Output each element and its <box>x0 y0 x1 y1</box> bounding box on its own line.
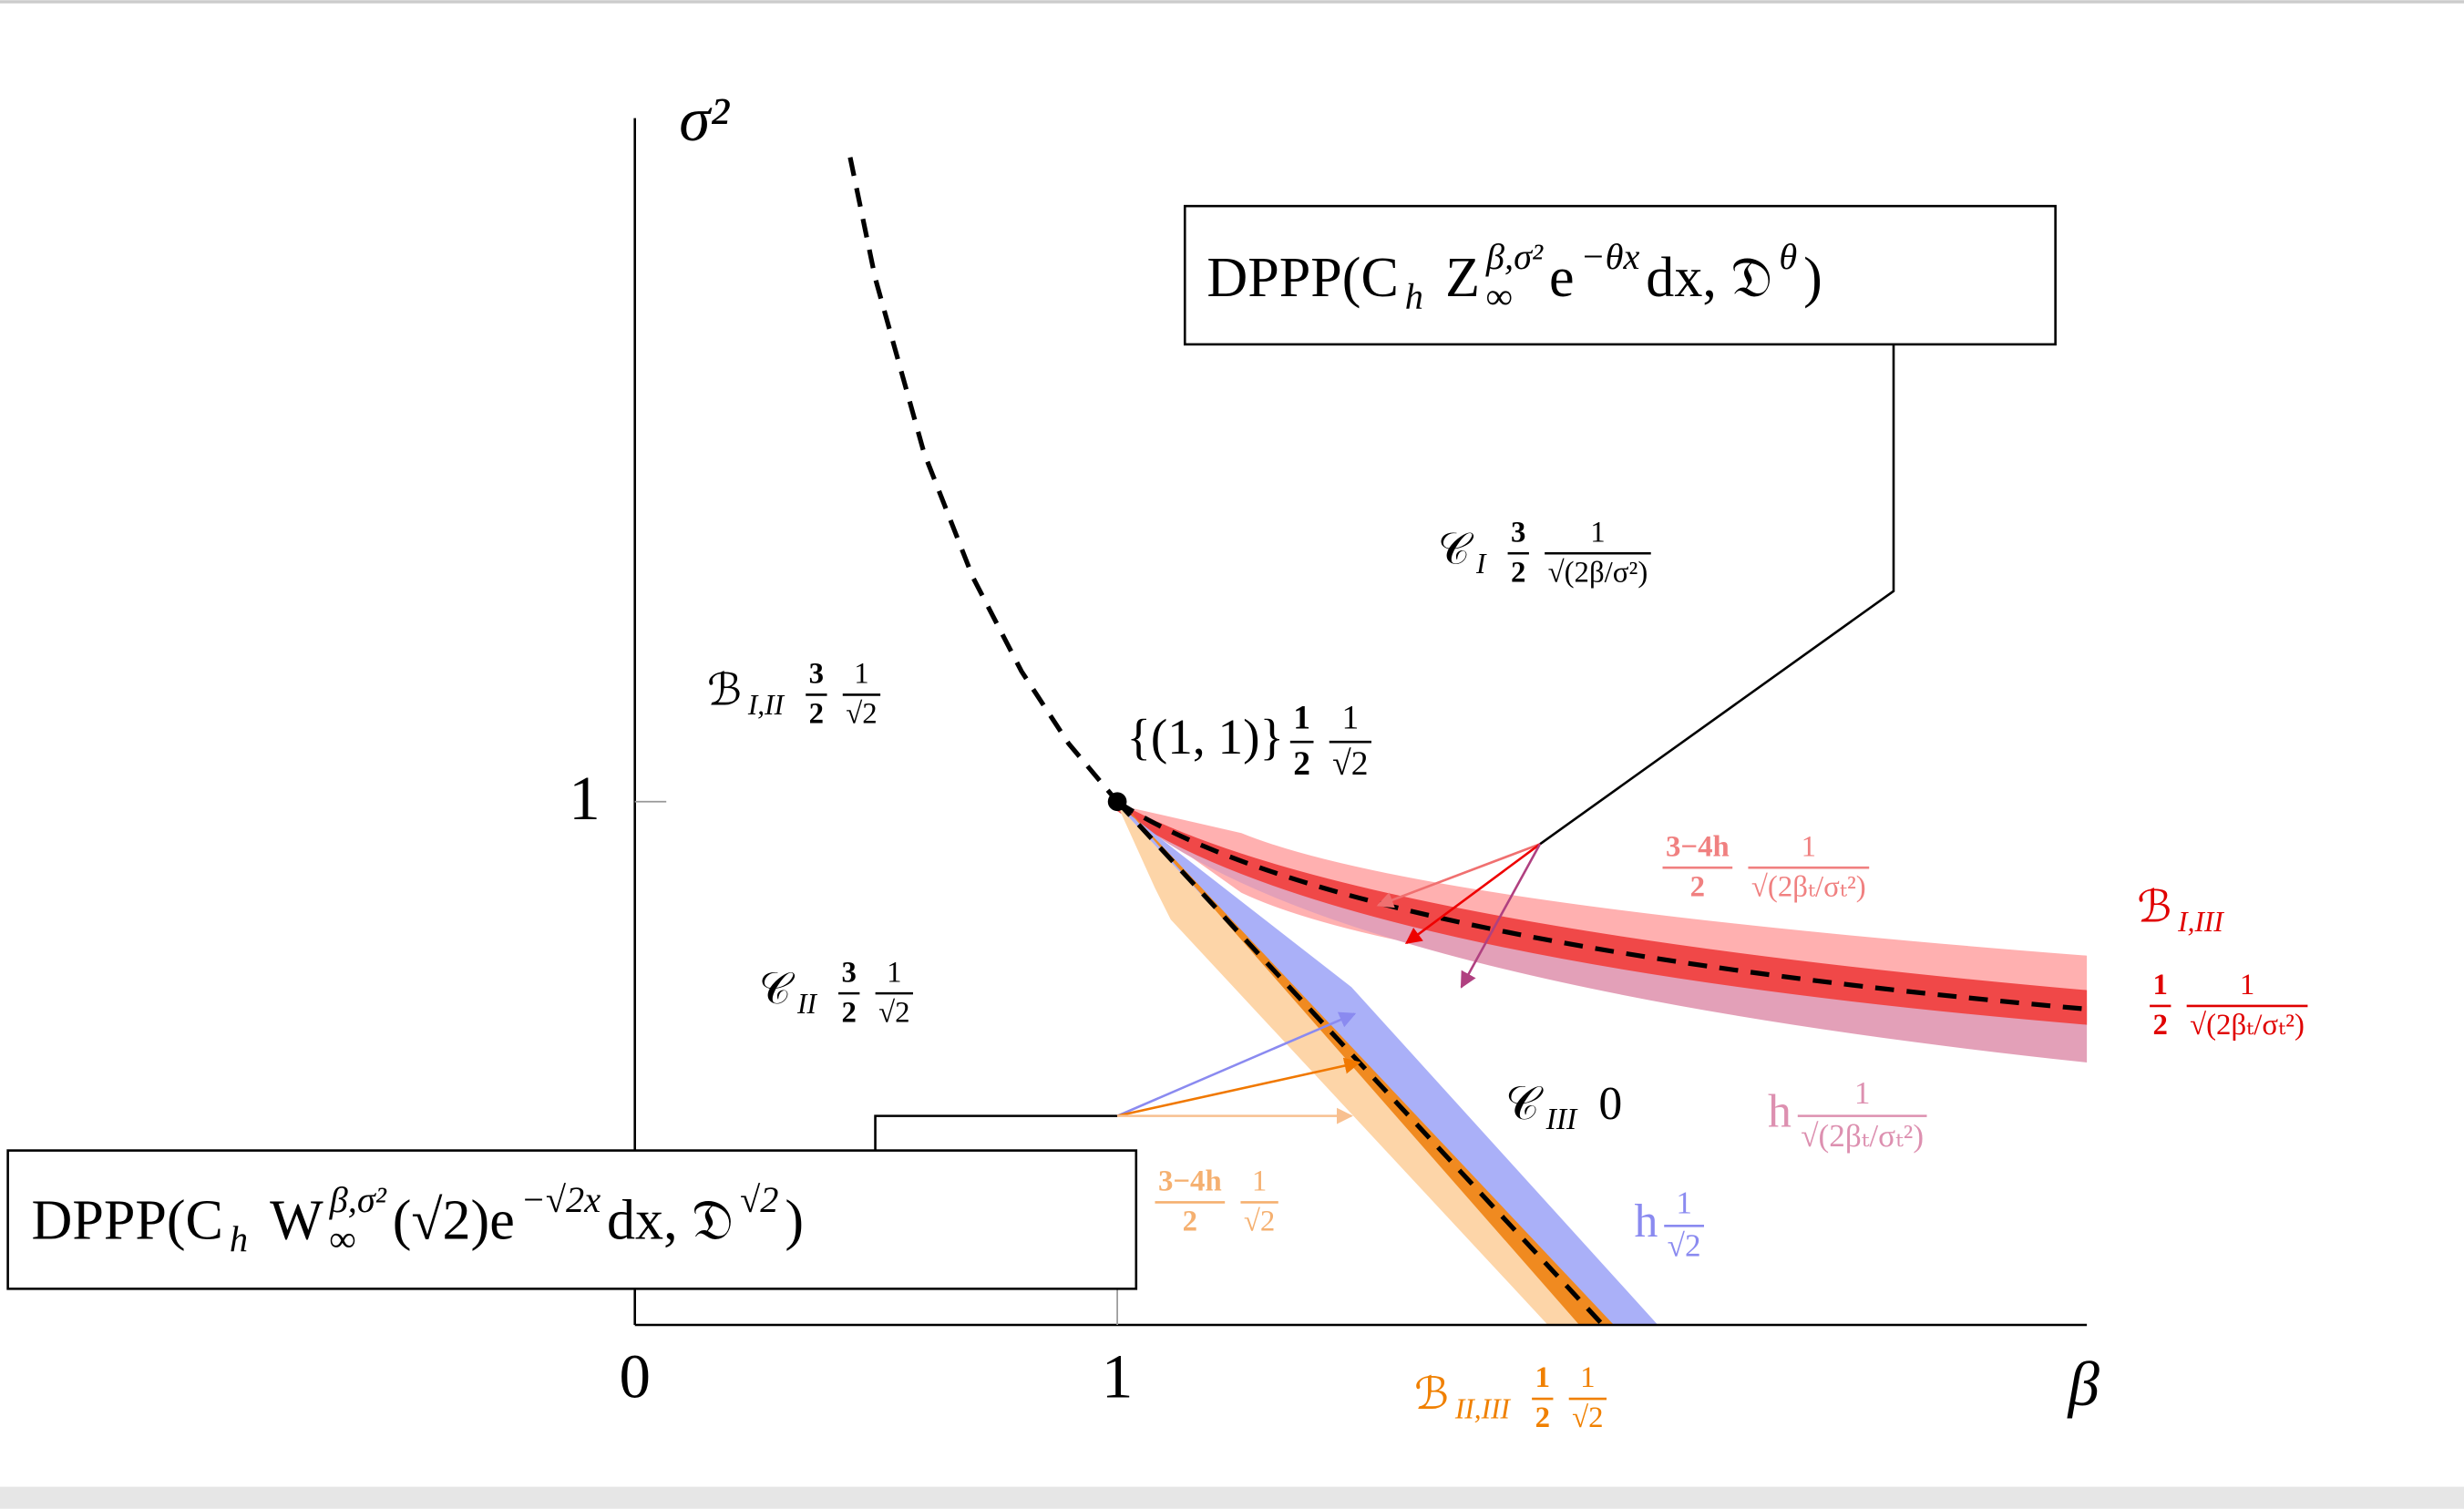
subscript: I <box>1475 548 1487 580</box>
numerator: 3 <box>1511 516 1525 549</box>
denominator: √2 <box>1332 745 1368 783</box>
label-text: DPPP(C <box>31 1190 222 1252</box>
denominator: 2 <box>809 698 824 731</box>
band-core <box>1117 801 2088 1025</box>
denominator: 2 <box>1690 870 1705 903</box>
label-text: 𝒞 <box>1505 1078 1545 1130</box>
denominator: 2 <box>842 996 857 1029</box>
top-border <box>0 0 2464 4</box>
label-text: (√2)e <box>393 1190 515 1252</box>
superscript: √2 <box>740 1179 778 1220</box>
label-text: W <box>270 1190 323 1252</box>
arrow <box>1376 843 1541 908</box>
superscript: β,σ² <box>1485 236 1544 277</box>
denominator: √2 <box>1244 1206 1275 1238</box>
numerator: 1 <box>1676 1186 1692 1221</box>
x-tick-label: 0 <box>619 1342 650 1411</box>
numerator: 1 <box>1252 1165 1267 1198</box>
arrow <box>1460 843 1542 989</box>
subscript: I,III <box>2177 906 2224 938</box>
superscript: −√2x <box>521 1179 601 1220</box>
denominator: √2 <box>878 996 909 1029</box>
formula-box <box>1183 204 2057 346</box>
denominator: √2 <box>1668 1228 1701 1264</box>
label-text: ℬ <box>2137 884 2171 932</box>
arrow <box>1404 843 1541 945</box>
subscript: ∞ <box>330 1218 356 1259</box>
numerator: 3−4h <box>1666 830 1730 863</box>
numerator: 1 <box>887 956 901 989</box>
boundary-curve <box>847 157 1120 804</box>
subscript: h <box>1405 276 1423 317</box>
label-text: ℬ <box>707 667 742 715</box>
numerator: 1 <box>1341 700 1359 737</box>
subscript: h <box>230 1218 248 1259</box>
numerator: 1 <box>1802 830 1816 863</box>
label-text: 𝒞 <box>759 965 795 1013</box>
formula-box <box>6 1149 1138 1290</box>
denominator: √(2β/σ²) <box>1548 556 1648 589</box>
arrow <box>1116 1057 1361 1117</box>
numerator: 1 <box>2153 969 2168 1001</box>
band-blue <box>1117 805 1658 1325</box>
numerator: 3 <box>842 956 857 989</box>
subscript: III <box>1545 1103 1578 1136</box>
x-axis-label: β <box>2066 1350 2100 1419</box>
denominator: √(2βₜ/σₜ²) <box>2190 1009 2305 1042</box>
numerator: 1 <box>2240 969 2254 1001</box>
label-text: 𝒞 <box>1438 525 1473 573</box>
superscript: θ <box>1779 236 1797 277</box>
label-text: dx, 𝔇 <box>607 1190 734 1252</box>
label-text: h <box>1634 1196 1658 1247</box>
connector <box>1539 344 1895 846</box>
label-text: Z <box>1445 247 1480 309</box>
numerator: 1 <box>1854 1075 1871 1111</box>
label-text: DPPP(C <box>1206 247 1398 309</box>
label-text: e <box>1549 247 1575 309</box>
subscript: ∞ <box>1486 276 1513 317</box>
label-text: ) <box>785 1190 804 1252</box>
denominator: 2 <box>1183 1206 1197 1238</box>
bottom-bar <box>0 1486 2464 1509</box>
denominator: 2 <box>2153 1009 2168 1042</box>
superscript: −θx <box>1580 236 1639 277</box>
label-text: 0 <box>1598 1078 1622 1130</box>
boundary-curve <box>1115 799 2088 1011</box>
numerator: 3−4h <box>1158 1165 1222 1198</box>
arrow <box>1116 1011 1357 1117</box>
denominator: 2 <box>1511 556 1525 589</box>
denominator: 2 <box>1535 1401 1550 1434</box>
subscript: II,III <box>1454 1393 1512 1425</box>
subscript: I,II <box>747 689 785 721</box>
subscript: II <box>796 988 817 1020</box>
numerator: 1 <box>1535 1361 1550 1394</box>
label-text: dx, 𝔇 <box>1646 247 1772 309</box>
y-tick-label: 1 <box>569 764 600 833</box>
label-text: {(1, 1)} <box>1126 709 1283 765</box>
numerator: 1 <box>1580 1361 1595 1394</box>
numerator: 3 <box>809 658 824 691</box>
numerator: 1 <box>1293 700 1310 737</box>
numerator: 1 <box>1590 516 1605 549</box>
critical-point <box>1107 792 1127 812</box>
label-text: h <box>1768 1086 1792 1138</box>
label-text: ℬ <box>1414 1370 1449 1419</box>
y-axis-label: σ² <box>679 85 730 154</box>
x-tick-label: 1 <box>1102 1342 1133 1411</box>
denominator: √(2βₜ/σₜ²) <box>1801 1118 1924 1154</box>
label-text: ) <box>1803 247 1822 309</box>
connector <box>874 1114 1118 1151</box>
denominator: √2 <box>1572 1401 1603 1434</box>
superscript: β,σ² <box>329 1179 387 1220</box>
denominator: √2 <box>846 698 877 731</box>
numerator: 1 <box>854 658 868 691</box>
denominator: 2 <box>1293 745 1310 783</box>
denominator: √(2βₜ/σₜ²) <box>1751 870 1866 903</box>
